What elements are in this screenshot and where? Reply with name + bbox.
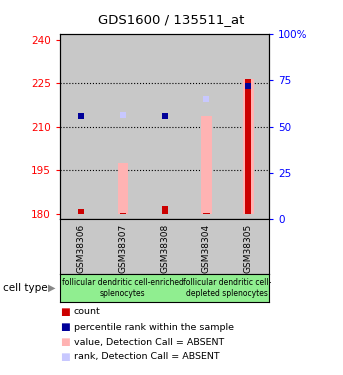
Text: ■: ■	[60, 337, 70, 347]
Bar	[186, 274, 269, 302]
Bar	[102, 34, 144, 219]
Bar	[162, 206, 168, 214]
Bar	[243, 79, 253, 214]
Bar	[60, 34, 102, 219]
Text: GSM38306: GSM38306	[76, 224, 85, 273]
Bar	[144, 219, 186, 274]
Text: GSM38307: GSM38307	[118, 224, 127, 273]
Bar	[144, 34, 186, 219]
Text: percentile rank within the sample: percentile rank within the sample	[74, 322, 234, 332]
Text: GSM38308: GSM38308	[160, 224, 169, 273]
Bar	[186, 34, 227, 219]
Bar	[203, 213, 210, 214]
Text: follicular dendritic cell-
depleted splenocytes: follicular dendritic cell- depleted sple…	[183, 278, 272, 297]
Text: ■: ■	[60, 322, 70, 332]
Bar	[245, 79, 251, 214]
Bar	[118, 163, 128, 214]
Bar	[78, 209, 84, 214]
Text: ■: ■	[60, 307, 70, 317]
Text: cell type: cell type	[3, 283, 48, 293]
Bar	[227, 219, 269, 274]
Text: rank, Detection Call = ABSENT: rank, Detection Call = ABSENT	[74, 352, 220, 362]
Bar	[227, 34, 269, 219]
Text: GDS1600 / 135511_at: GDS1600 / 135511_at	[98, 13, 245, 26]
Bar	[102, 219, 144, 274]
Text: GSM38304: GSM38304	[202, 224, 211, 273]
Text: ▶: ▶	[48, 283, 56, 293]
Bar	[201, 116, 212, 214]
Text: value, Detection Call = ABSENT: value, Detection Call = ABSENT	[74, 338, 224, 346]
Text: count: count	[74, 308, 100, 316]
Text: follicular dendritic cell-enriched
splenocytes: follicular dendritic cell-enriched splen…	[62, 278, 184, 297]
Bar	[60, 274, 186, 302]
Text: ■: ■	[60, 352, 70, 362]
Bar	[60, 219, 102, 274]
Text: GSM38305: GSM38305	[244, 224, 253, 273]
Bar	[186, 219, 227, 274]
Bar	[120, 213, 126, 214]
